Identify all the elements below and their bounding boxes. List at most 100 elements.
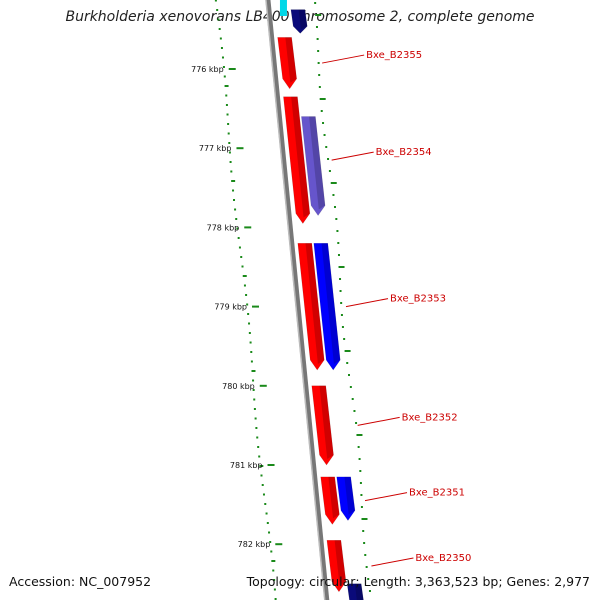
gc-dot	[228, 151, 231, 154]
gc-dot	[251, 370, 256, 372]
gc-dot	[360, 494, 363, 496]
gc-dot	[257, 446, 260, 448]
gc-dot	[351, 398, 354, 400]
gc-dot	[217, 18, 220, 21]
gc-dot	[340, 314, 343, 316]
gc-dot	[234, 208, 237, 211]
tick-label: 779 kbp	[214, 303, 247, 312]
gc-dot	[343, 338, 346, 340]
gc-dot	[273, 579, 276, 581]
gc-dot	[253, 408, 256, 410]
gc-dot	[248, 322, 251, 325]
gc-dot	[365, 566, 368, 568]
gc-dot	[315, 26, 318, 28]
forward-gene-arrow	[326, 539, 347, 593]
gc-dot	[253, 398, 256, 401]
gc-dot	[225, 94, 228, 97]
gc-dot	[224, 85, 229, 87]
reverse-gene-track	[290, 9, 364, 600]
accession-text: Accession: NC_007952	[9, 574, 152, 589]
tick-mark-icon	[259, 384, 267, 387]
gene-label: Bxe_B2352	[402, 412, 458, 423]
backbone-line	[265, 0, 330, 600]
gc-dot	[359, 482, 362, 484]
gc-dot	[256, 436, 259, 439]
partial-feature	[279, 0, 287, 16]
gc-dot	[219, 37, 222, 40]
gc-dot	[232, 189, 235, 192]
gc-dot	[335, 218, 338, 220]
gc-dot	[317, 50, 320, 52]
gc-dot	[274, 598, 277, 600]
reverse-gene-arrow-shade	[344, 476, 355, 515]
gc-dot	[349, 386, 352, 388]
gc-dot	[230, 170, 233, 173]
reverse-gene-arrow	[346, 583, 364, 600]
gc-dot	[317, 62, 320, 64]
tick-mark-icon	[275, 543, 283, 546]
gc-dot	[356, 434, 363, 436]
scale-ticks: 776 kbp 777 kbp 778 kbp 779 kbp 780 kbp 781 k…	[191, 65, 283, 549]
reverse-gene-arrow-shade	[321, 243, 341, 364]
gc-dot	[336, 230, 339, 232]
gc-dot	[338, 266, 345, 268]
gc-dot	[235, 218, 238, 220]
gc-dot	[337, 254, 340, 256]
gc-dot	[265, 512, 268, 515]
reverse-gene-arrow-shade	[309, 116, 326, 210]
gc-dot	[269, 541, 272, 543]
gc-dot	[220, 47, 223, 49]
gc-dot	[337, 242, 340, 244]
tick-label: 778 kbp	[207, 223, 240, 232]
gc-dot	[332, 194, 335, 196]
forward-gene-arrow	[320, 476, 340, 525]
gc-dot	[319, 98, 326, 100]
reverse-gene-arrow	[290, 9, 308, 34]
tick-mark-icon	[228, 68, 236, 70]
gc-dot	[227, 123, 230, 125]
gc-dot	[228, 142, 231, 144]
gc-dot	[250, 351, 253, 353]
gc-dot	[255, 427, 258, 429]
gc-dot	[258, 455, 261, 458]
gc-dot	[339, 278, 342, 280]
gc-dot	[236, 227, 239, 230]
gc-dot	[242, 275, 247, 277]
gene-label-leader	[364, 492, 408, 502]
gc-dot	[344, 350, 351, 352]
gc-dot	[362, 530, 365, 532]
gc-dot	[346, 362, 349, 364]
gc-dot	[355, 422, 358, 424]
gc-dot	[364, 554, 367, 556]
gc-dot	[222, 66, 225, 68]
gc-dot	[318, 74, 321, 76]
gc-dot	[272, 569, 275, 572]
gc-dot	[322, 122, 325, 124]
gc-dot	[260, 474, 263, 477]
gc-dot	[243, 284, 246, 287]
gc-dot	[246, 303, 249, 306]
gc-dot	[262, 493, 265, 496]
tick-mark-icon	[267, 464, 275, 466]
gc-dot	[240, 256, 243, 258]
tick-mark-icon	[244, 226, 252, 229]
gc-dot	[223, 75, 226, 78]
gc-dot	[315, 14, 322, 16]
gc-dot	[320, 110, 323, 112]
gene-label-leader	[357, 416, 400, 426]
gc-dot	[316, 38, 319, 40]
gc-dot	[259, 465, 264, 467]
gene-label: Bxe_B2355	[366, 50, 422, 61]
gc-dot	[367, 578, 370, 580]
forward-gene-arrow-shade	[285, 37, 297, 83]
gc-dot	[361, 518, 368, 520]
gc-dot	[368, 590, 371, 592]
gc-dot	[254, 417, 257, 420]
gc-dot	[229, 161, 232, 163]
gc-dot	[330, 182, 337, 184]
gc-dot	[250, 360, 253, 363]
gc-dot	[358, 458, 361, 460]
gc-dot	[248, 332, 251, 334]
